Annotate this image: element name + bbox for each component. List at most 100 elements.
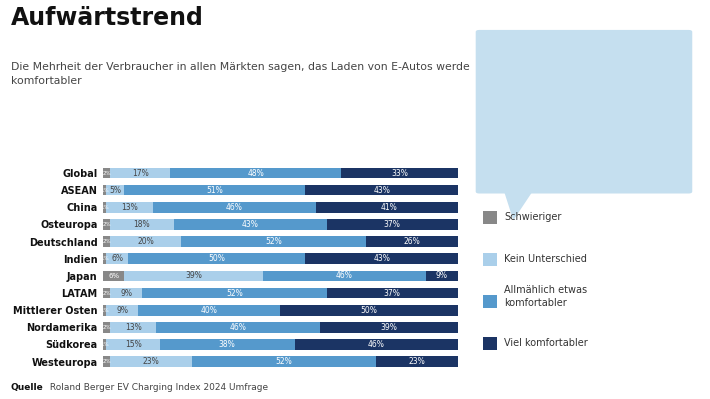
Text: 2%: 2% — [102, 239, 111, 244]
Text: 40%: 40% — [201, 306, 218, 315]
Bar — [320, 322, 458, 333]
Bar — [106, 185, 124, 196]
Bar — [160, 339, 295, 350]
Text: 2%: 2% — [102, 325, 111, 330]
Text: 18%: 18% — [133, 220, 151, 229]
Bar — [128, 253, 305, 264]
Text: 1%: 1% — [100, 342, 109, 347]
Text: 41%: 41% — [381, 203, 397, 212]
Text: 6%: 6% — [111, 254, 123, 263]
Bar — [106, 339, 160, 350]
Bar — [192, 356, 376, 367]
Text: 9%: 9% — [436, 271, 448, 280]
Text: 2%: 2% — [102, 359, 111, 364]
Text: 52%: 52% — [265, 237, 282, 246]
Text: Kein Unterschied: Kein Unterschied — [504, 254, 587, 265]
Text: 37%: 37% — [384, 288, 400, 298]
Bar — [110, 219, 174, 230]
Text: 46%: 46% — [336, 271, 353, 280]
Text: 6%: 6% — [108, 273, 119, 279]
Text: 46%: 46% — [226, 203, 243, 212]
Bar — [103, 236, 110, 247]
Text: 46%: 46% — [229, 323, 246, 332]
Bar — [366, 236, 458, 247]
Text: 13%: 13% — [121, 203, 138, 212]
Bar — [110, 168, 170, 178]
Text: 43%: 43% — [242, 220, 258, 229]
Text: 9%: 9% — [116, 306, 129, 315]
Bar — [263, 271, 426, 281]
Bar — [106, 305, 138, 316]
Text: Denken Sie, das Laden
von E-Autos an öffent-
lichen Ladesäulen ist
in den letzte: Denken Sie, das Laden von E-Autos an öff… — [490, 38, 624, 120]
Bar — [280, 305, 458, 316]
Text: 2%: 2% — [102, 170, 111, 176]
Text: 2%: 2% — [102, 222, 111, 227]
Text: 23%: 23% — [143, 357, 159, 366]
Text: 39%: 39% — [381, 323, 397, 332]
Text: 50%: 50% — [208, 254, 225, 263]
Bar — [327, 219, 458, 230]
Bar — [103, 322, 110, 333]
Text: Aufwärtstrend: Aufwärtstrend — [11, 6, 204, 30]
Bar — [103, 168, 110, 178]
Text: 1%: 1% — [100, 308, 109, 313]
Bar — [138, 305, 280, 316]
Text: 26%: 26% — [403, 237, 420, 246]
Bar — [103, 271, 124, 281]
Bar — [110, 322, 156, 333]
Text: 13%: 13% — [125, 323, 141, 332]
Bar — [110, 236, 181, 247]
Text: 39%: 39% — [185, 271, 202, 280]
Bar — [110, 356, 192, 367]
Bar — [295, 339, 458, 350]
Bar — [106, 253, 128, 264]
Bar — [341, 168, 458, 178]
Bar — [103, 356, 110, 367]
Text: 17%: 17% — [132, 168, 148, 178]
Bar — [124, 185, 305, 196]
Bar — [103, 185, 106, 196]
Bar — [170, 168, 341, 178]
Bar — [103, 219, 110, 230]
Bar — [103, 288, 110, 298]
Bar — [106, 202, 153, 213]
Bar — [142, 288, 327, 298]
Bar — [426, 271, 458, 281]
Text: 52%: 52% — [275, 357, 293, 366]
Bar — [103, 339, 106, 350]
Text: 5%: 5% — [109, 186, 121, 195]
Text: Roland Berger EV Charging Index 2024 Umfrage: Roland Berger EV Charging Index 2024 Umf… — [47, 383, 268, 392]
Text: Allmählich etwas
komfortabler: Allmählich etwas komfortabler — [504, 285, 587, 308]
Text: 2%: 2% — [102, 290, 111, 296]
Text: 9%: 9% — [120, 288, 132, 298]
Bar — [327, 288, 458, 298]
Text: 51%: 51% — [207, 186, 223, 195]
Text: 48%: 48% — [247, 168, 264, 178]
Bar — [153, 202, 316, 213]
Text: 23%: 23% — [409, 357, 425, 366]
Bar — [110, 288, 142, 298]
Bar — [103, 253, 106, 264]
Text: 52%: 52% — [226, 288, 243, 298]
Text: 50%: 50% — [361, 306, 378, 315]
Text: 43%: 43% — [373, 254, 390, 263]
Text: 1%: 1% — [100, 256, 109, 261]
Text: Die Mehrheit der Verbraucher in allen Märkten sagen, das Laden von E-Autos werde: Die Mehrheit der Verbraucher in allen Mä… — [11, 62, 469, 86]
Text: Schwieriger: Schwieriger — [504, 212, 562, 223]
Text: 38%: 38% — [219, 340, 236, 349]
Bar — [156, 322, 320, 333]
Bar — [103, 305, 106, 316]
Text: 46%: 46% — [368, 340, 385, 349]
Bar — [376, 356, 458, 367]
Bar — [305, 253, 458, 264]
Text: 1%: 1% — [100, 205, 109, 210]
Text: Quelle: Quelle — [11, 383, 43, 392]
Text: 1%: 1% — [100, 188, 109, 193]
Bar — [181, 236, 366, 247]
Bar — [124, 271, 263, 281]
Text: 33%: 33% — [391, 168, 408, 178]
Bar — [316, 202, 462, 213]
Text: 43%: 43% — [373, 186, 390, 195]
Bar — [103, 202, 106, 213]
Text: 20%: 20% — [137, 237, 154, 246]
